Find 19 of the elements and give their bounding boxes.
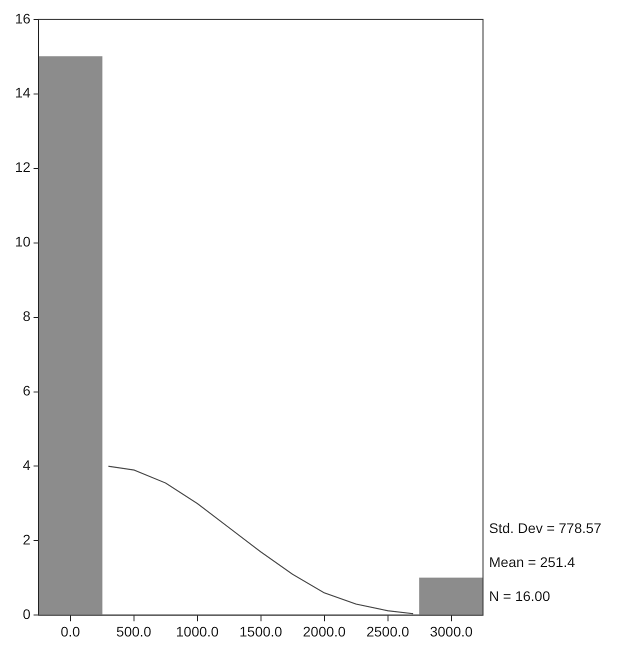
x-tick-label: 1500.0 xyxy=(239,623,282,640)
y-tick-label: 16 xyxy=(14,10,31,26)
y-tick-label: 0 xyxy=(22,606,31,622)
x-tick-label: 0.0 xyxy=(60,623,80,640)
x-tick-label: 2000.0 xyxy=(302,623,346,640)
y-tick-label: 8 xyxy=(22,308,31,324)
y-tick-label: 12 xyxy=(14,159,31,176)
y-tick-label: 2 xyxy=(22,532,31,548)
y-tick-label: 14 xyxy=(14,84,31,101)
text: N = 16.00 xyxy=(489,588,550,604)
x-tick-label: 1000.0 xyxy=(176,623,219,640)
y-tick-label: 6 xyxy=(22,382,31,399)
text: Std. Dev = 778.57 xyxy=(489,520,602,536)
x-tick-label: 2500.0 xyxy=(366,623,410,640)
y-tick-label: 10 xyxy=(14,234,31,250)
x-tick-label: 500.0 xyxy=(116,623,152,640)
x-tick-label: 3000.0 xyxy=(430,623,473,640)
text: Mean = 251.4 xyxy=(489,554,576,570)
y-tick-label: 4 xyxy=(22,457,31,474)
